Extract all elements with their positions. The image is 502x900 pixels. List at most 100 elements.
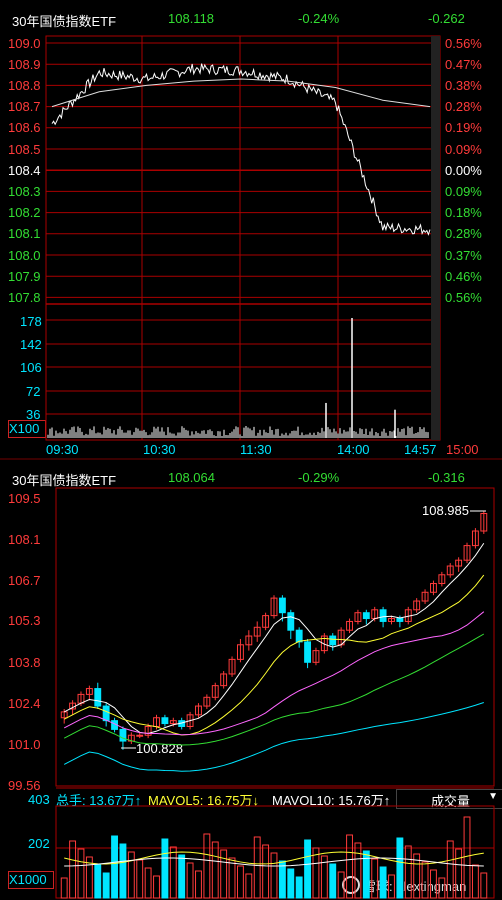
candle-body (446, 565, 454, 576)
daily-volume-bar (119, 843, 127, 899)
volume-tick: 106 (20, 360, 42, 375)
time-tick: 09:30 (46, 442, 79, 457)
daily-volume-bar (278, 860, 286, 899)
price-tick: 108.0 (8, 248, 41, 263)
daily-volume-bar (270, 852, 278, 899)
indicator-dropdown[interactable]: 成交量 ▼ (396, 789, 502, 809)
daily-change-pct: -0.29% (298, 470, 340, 485)
price-tick: 108.3 (8, 184, 41, 199)
candle-body (236, 644, 244, 660)
daily-volume-bar (329, 863, 337, 899)
candle-body (471, 530, 479, 547)
daily-volume-bar (94, 864, 102, 899)
daily-volume-bar (60, 877, 68, 899)
daily-volume-bar (69, 840, 77, 899)
daily-volume-bar (471, 864, 479, 899)
time-tick: 15:00 (446, 442, 479, 457)
candle-body (186, 714, 194, 727)
pct-tick: 0.37% (445, 248, 482, 263)
daily-volume-bar (404, 845, 412, 899)
pct-tick: 0.38% (445, 78, 482, 93)
candle-body (430, 583, 437, 593)
mavol5-label: MAVOL5: 16.75万↓ (148, 793, 260, 808)
daily-volume-bar (295, 876, 303, 899)
price-tick: 108.1 (8, 532, 41, 547)
intraday-change: -0.262 (428, 11, 465, 26)
candle-body (119, 728, 127, 742)
candle-body (253, 626, 261, 637)
daily-volume-bar (186, 862, 194, 899)
daily-volume-bar (220, 849, 228, 899)
candle-body (304, 641, 312, 663)
daily-volume-bar (111, 835, 118, 899)
daily-volume-bar (153, 875, 160, 899)
intraday-avg-line (51, 78, 431, 108)
intraday-fund-name: 30年国债指数ETF (12, 14, 117, 29)
daily-fund-name: 30年国债指数ETF (12, 473, 117, 488)
daily-volume-bar (421, 861, 429, 899)
candle-body (195, 705, 202, 716)
candle-body (421, 591, 429, 602)
moving-average-line (63, 542, 485, 734)
daily-volume-bar (354, 842, 362, 899)
daily-volume-bar (136, 859, 144, 899)
candle-body (245, 635, 253, 646)
daily-volume-bar (236, 865, 244, 899)
price-tick: 108.1 (8, 226, 41, 241)
price-tick: 109.5 (8, 491, 41, 506)
daily-volume-bar (144, 867, 152, 899)
pct-tick: 0.00% (445, 163, 482, 178)
daily-volume-bar (287, 868, 295, 899)
daily-volume-bar (480, 872, 488, 899)
time-tick: 14:57 (404, 442, 437, 457)
candle-body (220, 673, 228, 687)
daily-volume-bar (346, 834, 353, 899)
daily-volume-bar (169, 846, 177, 899)
daily-high-label: 108.985 (422, 503, 469, 518)
pct-tick: 0.56% (445, 290, 482, 305)
daily-volume-bar (396, 837, 404, 899)
daily-volume-bar (379, 866, 387, 899)
moving-average-line (63, 633, 485, 746)
candle-body (413, 600, 421, 611)
candle-body (278, 597, 286, 614)
daily-volume-bar (228, 857, 236, 899)
daily-volume-bar (262, 844, 270, 899)
price-tick: 108.7 (8, 99, 41, 114)
right-scroll-strip (431, 36, 440, 440)
pct-tick: 0.46% (445, 269, 482, 284)
candle-body (295, 629, 303, 643)
pct-tick: 0.47% (445, 57, 482, 72)
daily-volume-bar (463, 816, 471, 899)
time-tick: 11:30 (240, 442, 272, 457)
daily-volume-bar (362, 850, 370, 899)
pct-tick: 0.19% (445, 120, 482, 135)
daily-volume-bar (102, 872, 110, 899)
candle-body (161, 717, 169, 725)
pct-tick: 0.18% (445, 205, 482, 220)
candle-body (463, 545, 471, 561)
daily-volume-bar (388, 874, 395, 899)
moving-average-line (63, 611, 485, 736)
candle-body (354, 612, 362, 622)
candle-body (287, 612, 295, 631)
volume-tick: 36 (26, 407, 41, 422)
daily-change: -0.316 (428, 470, 465, 485)
daily-volume-bar (337, 871, 345, 899)
daily-volume-bar (85, 856, 93, 899)
daily-volume-bar (304, 839, 312, 899)
daily-volume-bar (430, 869, 437, 899)
daily-volume-multiplier: X1000 (8, 871, 54, 889)
intraday-change-pct: -0.24% (298, 11, 340, 26)
intraday-price-line (51, 63, 431, 236)
pct-tick: 0.09% (445, 184, 482, 199)
daily-volume-bar (245, 873, 253, 899)
candle-body (144, 725, 152, 736)
mavol10-label: MAVOL10: 15.76万↑ (272, 793, 391, 808)
price-tick: 108.6 (8, 120, 41, 135)
daily-volume-bar (203, 833, 211, 899)
price-tick: 107.8 (8, 290, 41, 305)
volume-scale-mid: 202 (28, 836, 50, 851)
price-tick: 105.3 (8, 613, 41, 628)
candle-body (85, 688, 93, 695)
